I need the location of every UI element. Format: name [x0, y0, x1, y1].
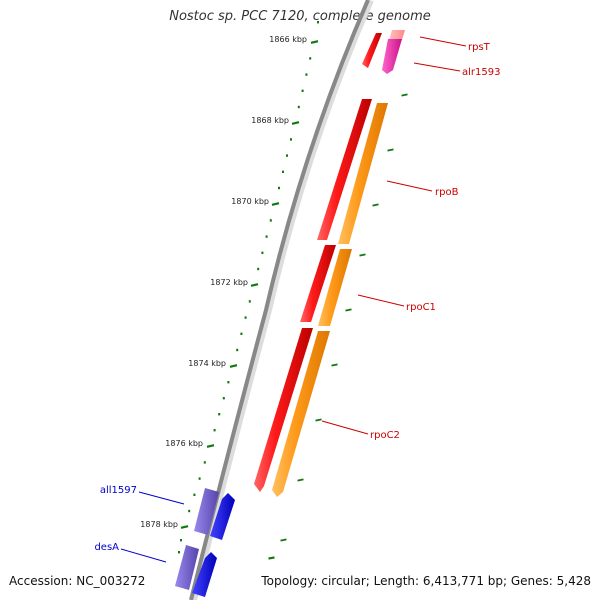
outer-scale-tick [401, 93, 408, 97]
scale-label: 1876 kbp [165, 439, 203, 448]
accession-label: Accession: NC_003272 [9, 574, 146, 588]
gene-rpsT[interactable] [389, 30, 405, 40]
gene-label-rpoB[interactable]: rpoB [435, 187, 459, 198]
scale-ticks [178, 21, 408, 560]
gene-desA[interactable] [192, 552, 217, 597]
outer-scale-tick [280, 538, 287, 542]
gene-rpoB[interactable] [338, 103, 388, 244]
outer-scale-tick [297, 478, 304, 482]
scale-minor-tick [188, 509, 191, 513]
gene-rpoC2[interactable] [272, 331, 330, 497]
label-line-rpoB [386, 180, 433, 192]
outer-scale-tick [387, 148, 394, 152]
label-line-rpoC1 [357, 294, 405, 307]
scale-major-tick [229, 364, 238, 368]
scale-minor-tick [317, 21, 319, 24]
scale-minor-tick [213, 429, 216, 432]
scale-minor-tick [227, 381, 230, 384]
scale-label: 1874 kbp [188, 359, 226, 368]
label-line-all1597 [138, 491, 185, 505]
scale-minor-tick [269, 219, 272, 222]
scale-label: 1866 kbp [269, 35, 307, 44]
scale-major-tick [180, 525, 189, 529]
scale-minor-tick [248, 300, 251, 303]
forward-ring-segment [362, 33, 382, 68]
scale-label: 1878 kbp [140, 520, 178, 529]
scale-minor-tick [305, 73, 308, 76]
gene-label-rpoC2[interactable]: rpoC2 [370, 430, 400, 441]
scale-minor-tick [198, 477, 201, 480]
outer-scale-tick [268, 556, 275, 560]
scale-minor-tick [290, 138, 292, 141]
scale-minor-tick [297, 105, 300, 109]
scale-minor-tick [278, 186, 280, 190]
scale-major-tick [291, 121, 300, 125]
gene-label-all1597[interactable]: all1597 [100, 485, 137, 496]
gene-rpoC1[interactable] [318, 249, 352, 326]
gene-alr1593[interactable] [382, 39, 402, 74]
outer-scale-tick [331, 363, 338, 367]
scale-minor-tick [301, 89, 304, 92]
scale-minor-tick [203, 461, 206, 464]
scale-major-tick [310, 40, 319, 44]
scale-minor-tick [240, 332, 243, 335]
scale-minor-tick [236, 348, 239, 352]
forward-ring-segment [300, 245, 336, 322]
outer-scale-tick [345, 308, 352, 312]
outer-scale-tick [359, 253, 366, 257]
scale-minor-tick [178, 551, 180, 554]
scale-label: 1872 kbp [210, 278, 248, 287]
scale-major-tick [206, 444, 215, 448]
scale-minor-tick [180, 539, 182, 542]
scale-minor-tick [282, 170, 284, 173]
label-line-desA [120, 548, 167, 563]
scale-label: 1870 kbp [231, 197, 269, 206]
scale-minor-tick [286, 154, 288, 157]
forward-ring-segment [317, 99, 372, 240]
scale-minor-tick [218, 413, 221, 416]
scale-label: 1868 kbp [251, 116, 289, 125]
gene-desA-ring [175, 545, 199, 590]
forward-ring-segment [254, 328, 313, 492]
scale-major-tick [250, 283, 259, 287]
scale-minor-tick [244, 316, 247, 319]
scale-minor-tick [309, 57, 312, 60]
scale-minor-tick [193, 493, 196, 496]
scale-minor-tick [222, 397, 225, 400]
label-line-alr1593 [413, 62, 461, 72]
label-line-rpoC2 [321, 420, 369, 435]
scale-minor-tick [265, 235, 268, 238]
outer-scale-tick [372, 203, 379, 207]
outer-scale-tick [315, 418, 322, 422]
scale-minor-tick [257, 267, 260, 271]
scale-major-tick [271, 202, 280, 206]
label-line-rpsT [419, 36, 467, 47]
scale-minor-tick [261, 251, 264, 254]
gene-label-rpsT[interactable]: rpsT [468, 42, 491, 53]
gene-all1597[interactable] [210, 493, 235, 540]
gene-label-desA[interactable]: desA [94, 542, 119, 553]
gene-label-alr1593[interactable]: alr1593 [462, 67, 500, 78]
gene-label-rpoC1[interactable]: rpoC1 [406, 302, 436, 313]
topology-label: Topology: circular; Length: 6,413,771 bp… [261, 574, 591, 588]
gene-all1597-ring [194, 488, 219, 535]
